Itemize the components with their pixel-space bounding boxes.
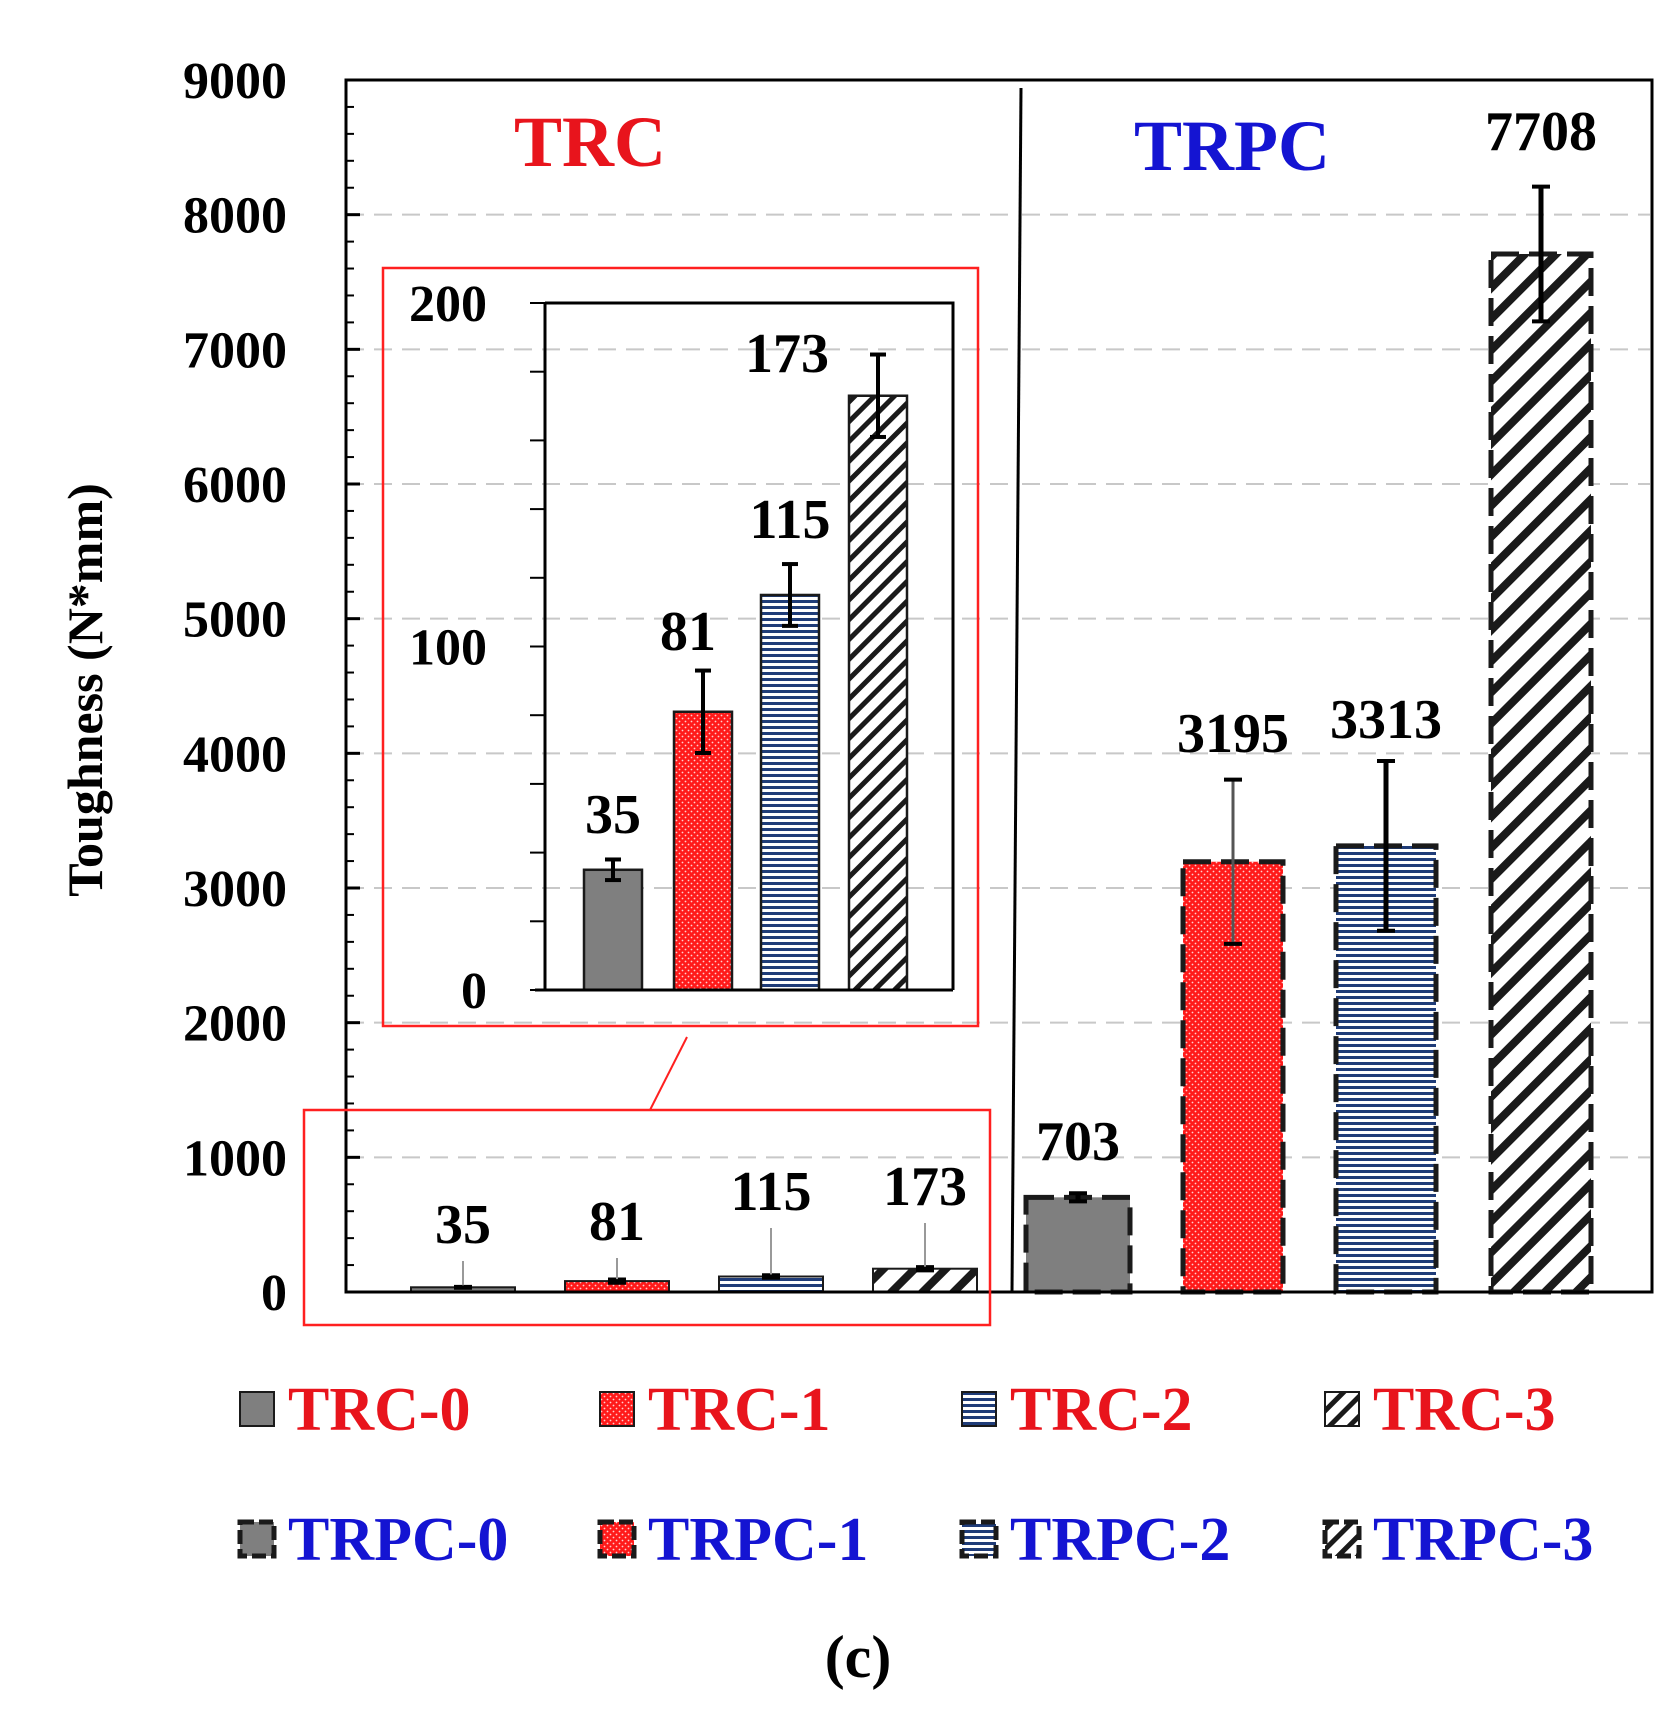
legend-item-trc-2: TRC-2 [961, 1376, 1193, 1444]
legend-swatch-trpc-3 [1322, 1519, 1362, 1559]
legend-label-trc-2: TRC-2 [1010, 1376, 1193, 1444]
y-tick-label-0: 0 [261, 1265, 287, 1322]
legend-item-trc-1: TRC-1 [599, 1376, 831, 1444]
y-tick-label-9000: 9000 [183, 53, 287, 110]
y-axis-ticks: 0 1000 2000 3000 4000 5000 6000 7000 8000 9000 [183, 53, 360, 1322]
error-bar-trc-0 [454, 1284, 472, 1290]
value-label-trc-3: 173 [883, 1156, 967, 1218]
legend-item-trpc-0: TRPC-0 [237, 1506, 508, 1574]
plot-frame [344, 78, 1654, 1294]
legend-swatch-trc-0 [239, 1391, 275, 1427]
y-tick-label-5000: 5000 [183, 592, 287, 649]
legend-label-trc-3: TRC-3 [1373, 1376, 1556, 1444]
main-bars [410, 184, 1594, 1295]
y-axis-title: Toughness (N*mm) [57, 483, 113, 897]
figure-caption: (c) [825, 1624, 892, 1690]
y-tick-label-3000: 3000 [183, 861, 287, 918]
error-bar-trpc-2 [1377, 759, 1395, 933]
legend-label-trpc-1: TRPC-1 [648, 1506, 868, 1574]
error-bar-trpc-0 [1069, 1191, 1087, 1204]
zoom-connector [649, 1036, 688, 1111]
inset-value-label-trc-2: 115 [750, 489, 831, 551]
error-bar-trc-2 [762, 1273, 780, 1280]
legend: TRC-0 TRC-1 TRC-2 TRC-3 TRPC-0 TRPC-1 TRPC-2 TR… [237, 1376, 1593, 1574]
legend-item-trpc-2: TRPC-2 [959, 1506, 1230, 1574]
y-tick-label-2000: 2000 [183, 996, 287, 1053]
legend-item-trc-3: TRC-3 [1324, 1376, 1556, 1444]
inset-border [381, 266, 980, 1028]
inset-bars [582, 352, 909, 992]
inset-error-bar-trc-3 [870, 352, 886, 439]
y-tick-label-1000: 1000 [183, 1130, 287, 1187]
inset-value-label-trc-1: 81 [660, 601, 716, 663]
zoom-region-box [302, 1108, 992, 1327]
value-label-trpc-1: 3195 [1177, 703, 1289, 765]
legend-label-trpc-0: TRPC-0 [288, 1506, 508, 1574]
bar-trpc-3 [1488, 251, 1594, 1295]
inset-error-bar-trc-2 [782, 562, 798, 628]
inset-value-labels: 35 81 115 173 [585, 323, 830, 846]
inset-value-label-trc-0: 35 [585, 784, 641, 846]
legend-swatch-trc-3 [1324, 1391, 1360, 1427]
error-bar-trpc-3 [1532, 184, 1550, 324]
legend-label-trc-1: TRC-1 [648, 1376, 831, 1444]
group-divider [1010, 87, 1023, 1293]
y-tick-label-6000: 6000 [183, 457, 287, 514]
value-label-trc-0: 35 [435, 1194, 491, 1256]
inset-plot: 0 100 200 35 81 115 173 [381, 266, 980, 1028]
value-label-trc-2: 115 [731, 1161, 812, 1223]
legend-label-trpc-3: TRPC-3 [1373, 1506, 1593, 1574]
legend-swatch-trc-1 [599, 1391, 635, 1427]
bar-trpc-0 [1023, 1194, 1133, 1295]
legend-swatch-trc-2 [961, 1391, 997, 1427]
group-label-trc: TRC [514, 102, 666, 182]
bar-value-labels: 35 81 115 173 703 3195 3313 7708 [435, 101, 1597, 1286]
value-label-trpc-0: 703 [1036, 1111, 1120, 1173]
value-label-trpc-3: 7708 [1485, 101, 1597, 163]
legend-label-trc-0: TRC-0 [288, 1376, 471, 1444]
legend-swatch-trpc-2 [959, 1519, 999, 1559]
value-label-trc-1: 81 [589, 1191, 645, 1253]
inset-error-bar-trc-0 [605, 857, 621, 883]
inset-tick-label-0: 0 [461, 963, 487, 1020]
legend-item-trc-0: TRC-0 [239, 1376, 471, 1444]
legend-swatch-trpc-1 [597, 1519, 637, 1559]
y-tick-label-8000: 8000 [183, 188, 287, 245]
y-tick-label-4000: 4000 [183, 726, 287, 783]
y-tick-label-7000: 7000 [183, 322, 287, 379]
legend-item-trpc-1: TRPC-1 [597, 1506, 868, 1574]
error-bar-trc-1 [608, 1277, 626, 1285]
inset-tick-label-200: 200 [409, 276, 487, 333]
inset-y-ticks: 0 100 200 [409, 276, 545, 1020]
inset-bar-trc-0 [582, 868, 644, 992]
value-label-trpc-2: 3313 [1330, 689, 1442, 751]
error-bar-trpc-1 [1224, 777, 1242, 946]
error-bar-trc-3 [916, 1265, 934, 1273]
inset-bar-trc-2 [759, 593, 821, 992]
inset-error-bar-trc-1 [695, 668, 711, 755]
legend-item-trpc-3: TRPC-3 [1322, 1506, 1593, 1574]
grid-lines [346, 213, 1650, 1159]
legend-label-trpc-2: TRPC-2 [1010, 1506, 1230, 1574]
group-label-trpc: TRPC [1134, 106, 1330, 186]
inset-tick-label-100: 100 [409, 620, 487, 677]
legend-swatch-trpc-0 [237, 1519, 277, 1559]
inset-value-label-trc-3: 173 [745, 323, 829, 385]
inset-bar-trc-3 [847, 394, 909, 992]
